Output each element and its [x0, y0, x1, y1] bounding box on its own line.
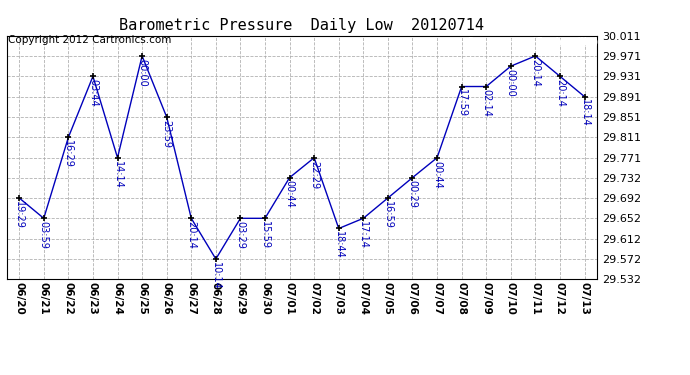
- Text: 03:44: 03:44: [88, 79, 98, 107]
- Text: 00:29: 00:29: [408, 180, 417, 208]
- Text: 02:14: 02:14: [481, 89, 491, 117]
- Text: 00:00: 00:00: [506, 69, 516, 97]
- Text: 03:59: 03:59: [39, 221, 49, 249]
- Text: 19:29: 19:29: [14, 201, 24, 229]
- Text: 03:29: 03:29: [235, 221, 246, 249]
- Text: 20:14: 20:14: [186, 221, 196, 249]
- Text: 00:44: 00:44: [432, 160, 442, 188]
- Text: 14:14: 14:14: [112, 160, 123, 188]
- Title: Barometric Pressure  Daily Low  20120714: Barometric Pressure Daily Low 20120714: [119, 18, 484, 33]
- Text: 18:44: 18:44: [334, 231, 344, 259]
- Text: 20:14: 20:14: [555, 79, 565, 107]
- Text: 20:14: 20:14: [531, 59, 540, 87]
- Text: 00:44: 00:44: [284, 180, 295, 208]
- Text: Pressure  (Inches/Hg): Pressure (Inches/Hg): [469, 37, 600, 47]
- Text: 18:14: 18:14: [580, 99, 589, 127]
- Text: 10:14: 10:14: [211, 262, 221, 290]
- Text: 17:59: 17:59: [457, 89, 466, 117]
- Text: Copyright 2012 Cartronics.com: Copyright 2012 Cartronics.com: [8, 35, 172, 45]
- Text: 17:14: 17:14: [358, 221, 368, 249]
- Text: 23:59: 23:59: [161, 120, 172, 148]
- Text: 00:00: 00:00: [137, 59, 147, 87]
- Text: 16:59: 16:59: [383, 201, 393, 229]
- Text: 16:29: 16:29: [63, 140, 73, 168]
- Text: 15:59: 15:59: [260, 221, 270, 249]
- Text: 22:29: 22:29: [309, 160, 319, 189]
